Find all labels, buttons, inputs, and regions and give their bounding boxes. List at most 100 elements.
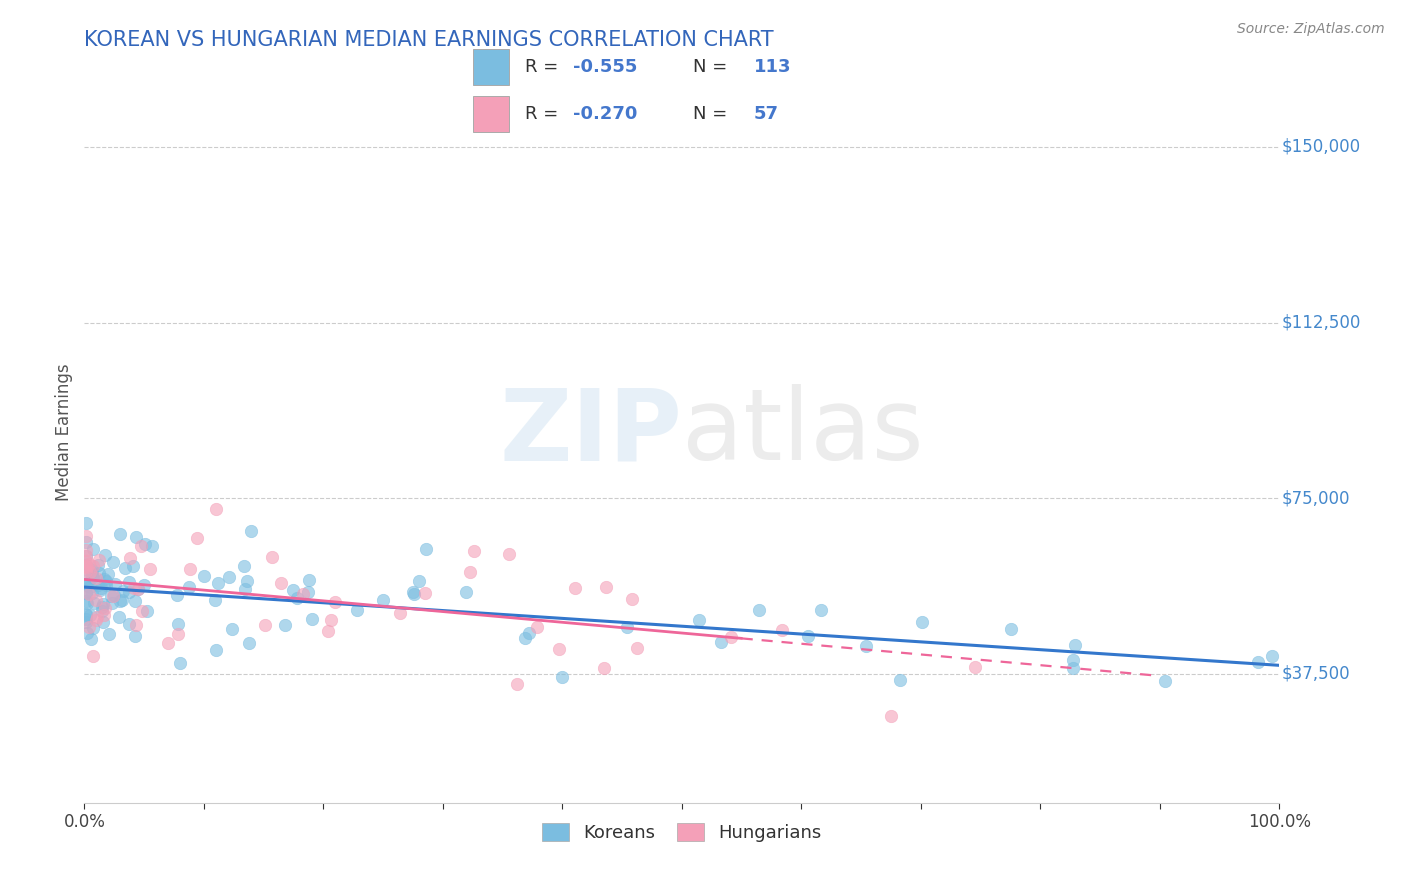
Point [291,587,314,601]
Legend: Koreans, Hungarians: Koreans, Hungarians [534,815,830,849]
Point [218,570,240,584]
Point [118,551,141,566]
Point [177,580,200,594]
Point [402,587,425,601]
Point [889,673,911,688]
Point [179,562,201,576]
Point [595,580,617,594]
Point [76,596,98,610]
Text: ZIP: ZIP [499,384,682,481]
Point [127,582,149,596]
Point [458,566,481,580]
Point [232,559,254,574]
Point [77,587,100,601]
Point [319,613,342,627]
Point [83,596,105,610]
Point [797,629,820,643]
Point [593,661,616,675]
Point [89,583,111,598]
Point [134,537,156,551]
Point [117,584,139,599]
Point [75,594,97,608]
Point [506,677,529,691]
Point [75,558,97,572]
Point [111,584,134,599]
Point [110,594,132,608]
Point [240,524,263,539]
Point [122,582,145,596]
Point [75,611,97,625]
Point [301,612,323,626]
Point [1000,622,1022,636]
Point [76,563,98,577]
Point [167,627,190,641]
Point [167,616,190,631]
Point [114,560,136,574]
Point [76,560,98,574]
Point [1247,655,1270,669]
Point [75,542,97,557]
Point [82,649,104,664]
Point [91,615,114,629]
Point [97,566,120,581]
Point [79,580,101,594]
Point [93,607,115,622]
Point [93,548,115,562]
Point [124,629,146,643]
Point [710,635,733,649]
Point [389,606,412,620]
Point [270,575,292,590]
Point [169,656,191,670]
Point [118,616,141,631]
Text: -0.555: -0.555 [574,58,637,76]
Point [207,576,229,591]
Y-axis label: Median Earnings: Median Earnings [55,364,73,501]
Point [748,603,770,617]
Point [965,660,987,674]
Point [84,571,107,585]
Point [75,564,97,578]
Point [316,624,339,639]
Point [75,535,97,549]
Text: N =: N = [693,58,734,76]
Point [415,541,437,556]
Point [91,604,114,618]
Point [98,627,121,641]
Point [911,615,934,629]
Point [93,597,115,611]
Point [122,559,145,574]
Point [80,586,103,600]
Point [285,591,308,606]
Point [141,539,163,553]
Point [76,576,98,591]
Text: $150,000: $150,000 [1282,137,1361,156]
Text: $112,500: $112,500 [1282,313,1361,332]
Point [75,529,97,543]
Point [75,586,97,600]
Point [104,577,127,591]
Point [564,581,586,595]
Point [186,531,208,545]
Text: R =: R = [524,105,564,123]
Point [75,586,97,600]
Point [221,622,243,636]
Text: atlas: atlas [682,384,924,481]
Point [75,549,97,563]
Point [1154,673,1177,688]
Point [131,604,153,618]
Point [281,582,304,597]
Text: Source: ZipAtlas.com: Source: ZipAtlas.com [1237,22,1385,37]
Point [79,565,101,579]
Point [547,642,569,657]
Text: N =: N = [693,105,734,123]
Point [111,592,134,607]
Point [79,558,101,572]
Point [80,567,103,582]
Point [75,574,97,588]
Text: KOREAN VS HUNGARIAN MEDIAN EARNINGS CORRELATION CHART: KOREAN VS HUNGARIAN MEDIAN EARNINGS CORR… [84,29,773,50]
Point [1064,638,1087,652]
Point [517,625,540,640]
Point [100,589,122,603]
Point [551,670,574,684]
Text: 57: 57 [754,105,779,123]
